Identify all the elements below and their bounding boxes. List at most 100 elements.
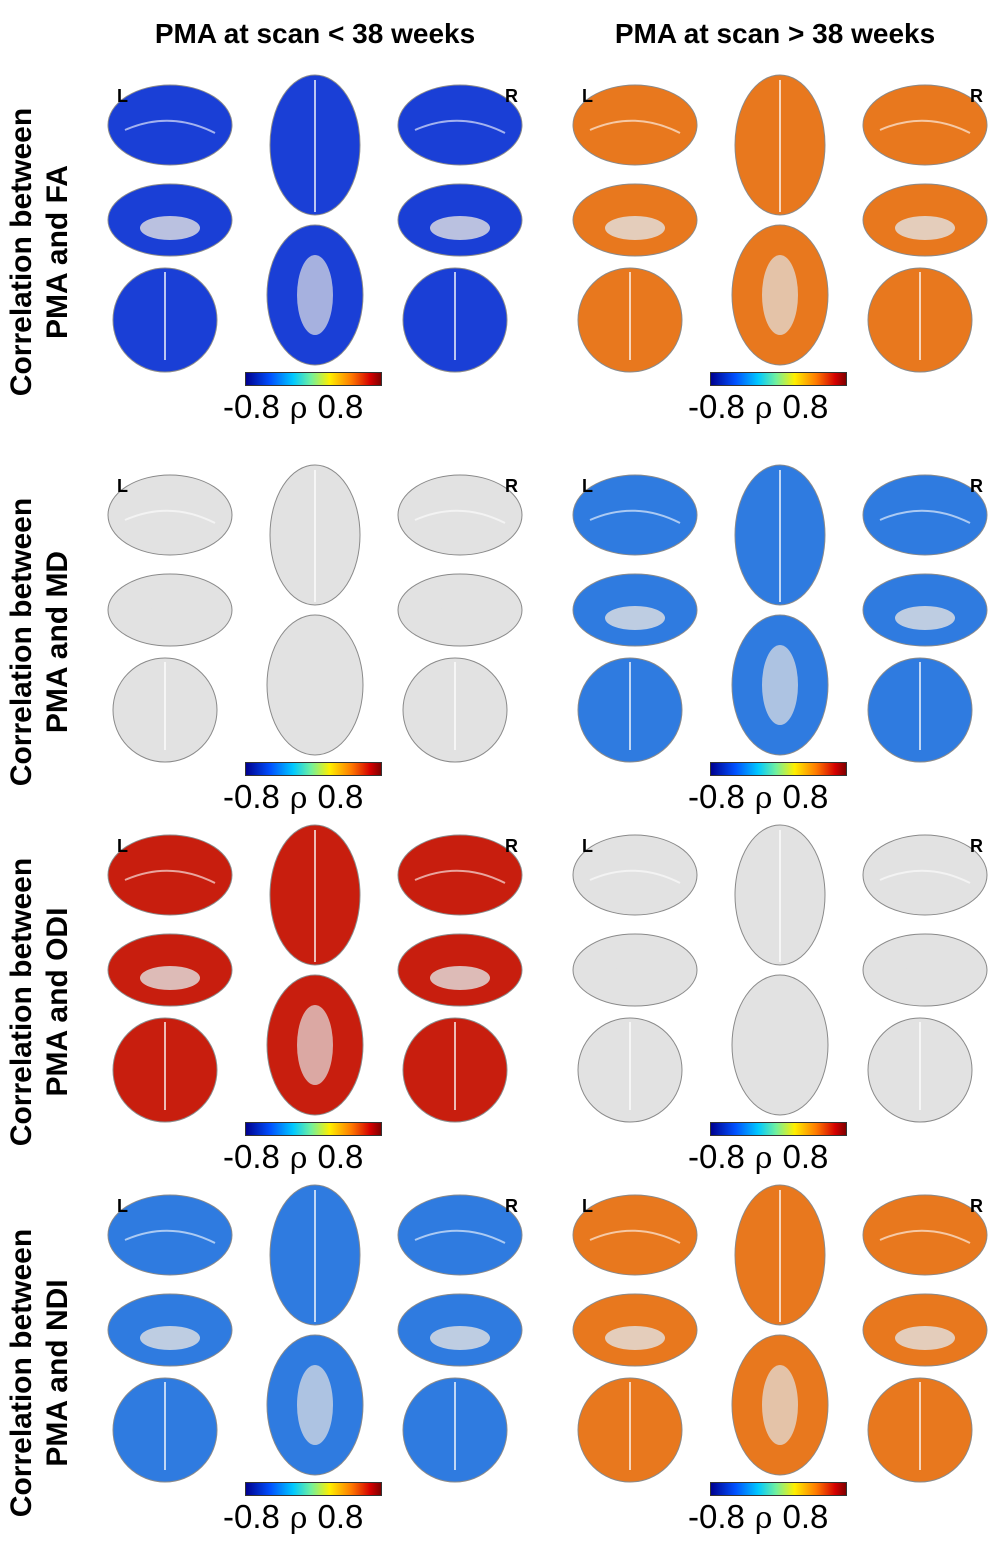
brainstem-region [297, 255, 333, 335]
panel-odi-lt38: L R -0.8 ρ 0.8 [105, 824, 525, 1180]
corpus-callosum-region [430, 1326, 490, 1350]
hemisphere-label-left: L [582, 1196, 593, 1216]
corpus-callosum-region [895, 966, 955, 990]
hemisphere-label-right: R [505, 836, 518, 856]
row-label-md: Correlation between PMA and MD [5, 497, 75, 787]
colorbar-max: 0.8 [782, 778, 829, 815]
colorbar-symbol: ρ [754, 1141, 773, 1176]
colorbar-max: 0.8 [782, 1498, 829, 1535]
colorbar-symbol: ρ [289, 1141, 308, 1176]
colorbar [710, 1482, 847, 1496]
colorbar-symbol: ρ [754, 781, 773, 816]
sulcus-line [589, 1229, 681, 1244]
colorbar-max: 0.8 [317, 778, 364, 815]
corpus-callosum-region [605, 1326, 665, 1350]
column-title-left: PMA at scan < 38 weeks [154, 18, 476, 49]
colorbar-min: -0.8 [223, 1498, 280, 1535]
brain-views [107, 1184, 523, 1483]
colorbar-symbol: ρ [754, 1501, 773, 1536]
sulcus-line [879, 509, 971, 524]
colorbar [245, 372, 382, 386]
corpus-callosum-region [140, 966, 200, 990]
colorbar-max: 0.8 [317, 388, 364, 425]
hemisphere-label-right: R [970, 836, 983, 856]
colorbar-min: -0.8 [688, 1498, 745, 1535]
colorbar [710, 762, 847, 776]
colorbar-min: -0.8 [688, 778, 745, 815]
corpus-callosum-region [605, 216, 665, 240]
colorbar-labels: -0.8 ρ 0.8 [223, 1498, 363, 1536]
panel-fa-lt38: L R -0.8 ρ 0.8 [105, 74, 525, 430]
brain-lateral-left [572, 1194, 698, 1276]
colorbar-max: 0.8 [782, 1138, 829, 1175]
hemisphere-label-left: L [582, 86, 593, 106]
panel-md-lt38: L R -0.8 ρ 0.8 [105, 464, 525, 820]
brain-lateral-right [862, 84, 988, 166]
hemisphere-label-left: L [117, 86, 128, 106]
brain-views [572, 824, 988, 1123]
colorbar-labels: -0.8 ρ 0.8 [223, 388, 363, 426]
corpus-callosum-region [430, 966, 490, 990]
colorbar [245, 1482, 382, 1496]
brain-views [107, 824, 523, 1123]
brain-lateral-left [572, 84, 698, 166]
hemisphere-label-right: R [505, 476, 518, 496]
colorbar-labels: -0.8 ρ 0.8 [223, 1138, 363, 1176]
panel-fa-gt38: L R -0.8 ρ 0.8 [570, 74, 990, 430]
panel-odi-gt38: L R -0.8 ρ 0.8 [570, 824, 990, 1180]
hemisphere-label-left: L [117, 1196, 128, 1216]
colorbar-min: -0.8 [223, 778, 280, 815]
sulcus-line [414, 119, 506, 134]
brainstem-region [297, 1365, 333, 1445]
corpus-callosum-region [605, 606, 665, 630]
corpus-callosum-region [895, 606, 955, 630]
colorbar-min: -0.8 [223, 388, 280, 425]
sulcus-line [589, 509, 681, 524]
brain-lateral-left [572, 834, 698, 916]
colorbar-min: -0.8 [688, 1138, 745, 1175]
brainstem-region [762, 255, 798, 335]
brain-lateral-left [107, 834, 233, 916]
corpus-callosum-region [605, 966, 665, 990]
row-label-fa: Correlation between PMA and FA [5, 107, 75, 397]
corpus-callosum-region [430, 216, 490, 240]
corpus-callosum-region [140, 606, 200, 630]
brain-lateral-right [862, 1194, 988, 1276]
row-label-odi: Correlation between PMA and ODI [5, 857, 75, 1147]
colorbar-labels: -0.8 ρ 0.8 [688, 1498, 828, 1536]
corpus-callosum-region [140, 216, 200, 240]
sulcus-line [124, 869, 216, 884]
colorbar-symbol: ρ [754, 391, 773, 426]
sulcus-line [879, 119, 971, 134]
sulcus-line [124, 509, 216, 524]
colorbar [710, 1122, 847, 1136]
column-title-right: PMA at scan > 38 weeks [614, 18, 936, 49]
colorbar-symbol: ρ [289, 1501, 308, 1536]
colorbar-max: 0.8 [317, 1138, 364, 1175]
sulcus-line [589, 119, 681, 134]
colorbar [245, 1122, 382, 1136]
sulcus-line [879, 869, 971, 884]
brain-lateral-right [397, 84, 523, 166]
sulcus-line [414, 509, 506, 524]
sulcus-line [414, 1229, 506, 1244]
brain-lateral-left [107, 474, 233, 556]
colorbar [245, 762, 382, 776]
sulcus-line [124, 1229, 216, 1244]
brain-views [572, 1184, 988, 1483]
corpus-callosum-region [895, 1326, 955, 1350]
brain-lateral-right [397, 834, 523, 916]
brainstem-region [762, 645, 798, 725]
colorbar-labels: -0.8 ρ 0.8 [688, 778, 828, 816]
brainstem-region [762, 1005, 798, 1085]
sulcus-line [879, 1229, 971, 1244]
sulcus-line [124, 119, 216, 134]
hemisphere-label-right: R [970, 476, 983, 496]
colorbar [710, 372, 847, 386]
brain-lateral-right [397, 474, 523, 556]
hemisphere-label-left: L [117, 476, 128, 496]
brain-views [572, 464, 988, 763]
hemisphere-label-right: R [505, 86, 518, 106]
hemisphere-label-left: L [117, 836, 128, 856]
colorbar-max: 0.8 [782, 388, 829, 425]
